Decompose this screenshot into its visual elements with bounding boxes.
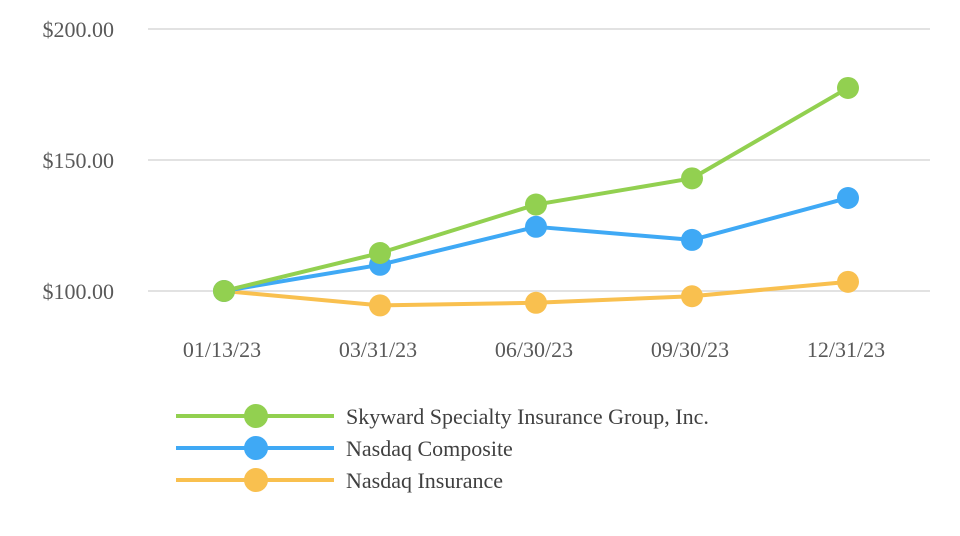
data-point-series-0 (681, 167, 703, 190)
y-tick-label: $150.00 (43, 148, 115, 173)
data-point-series-2 (369, 294, 391, 317)
data-point-series-0 (369, 242, 391, 265)
legend-marker (244, 436, 268, 460)
legend-label: Skyward Specialty Insurance Group, Inc. (346, 404, 709, 429)
data-point-series-1 (525, 215, 547, 238)
legend: Skyward Specialty Insurance Group, Inc. N… (176, 404, 709, 493)
legend-label: Nasdaq Composite (346, 436, 513, 461)
y-tick-label: $100.00 (43, 279, 115, 304)
legend-item: Nasdaq Insurance (176, 468, 503, 493)
data-point-series-2 (525, 291, 547, 314)
grid-lines (148, 28, 930, 292)
x-tick-label: 01/13/23 (183, 337, 261, 362)
y-tick-label: $200.00 (43, 17, 115, 42)
y-axis-tick-labels: $100.00 $150.00 $200.00 (43, 17, 115, 304)
x-tick-label: 03/31/23 (339, 337, 417, 362)
legend-item: Skyward Specialty Insurance Group, Inc. (176, 404, 709, 429)
legend-label: Nasdaq Insurance (346, 468, 503, 493)
legend-marker (244, 404, 268, 428)
x-tick-label: 12/31/23 (807, 337, 885, 362)
legend-item: Nasdaq Composite (176, 436, 513, 461)
data-point-series-0 (837, 76, 859, 99)
data-point-series-0 (213, 280, 235, 302)
legend-marker (244, 468, 268, 492)
data-point-series-2 (837, 270, 859, 293)
data-point-series-0 (525, 193, 547, 216)
x-tick-label: 09/30/23 (651, 337, 729, 362)
x-axis-tick-labels: 01/13/23 03/31/23 06/30/23 09/30/23 12/31/23 (183, 337, 885, 362)
series-line-0 (223, 86, 850, 293)
data-point-series-2 (681, 285, 703, 308)
data-point-series-1 (837, 186, 859, 209)
series-points (213, 76, 859, 317)
data-point-series-1 (681, 228, 703, 251)
x-tick-label: 06/30/23 (495, 337, 573, 362)
